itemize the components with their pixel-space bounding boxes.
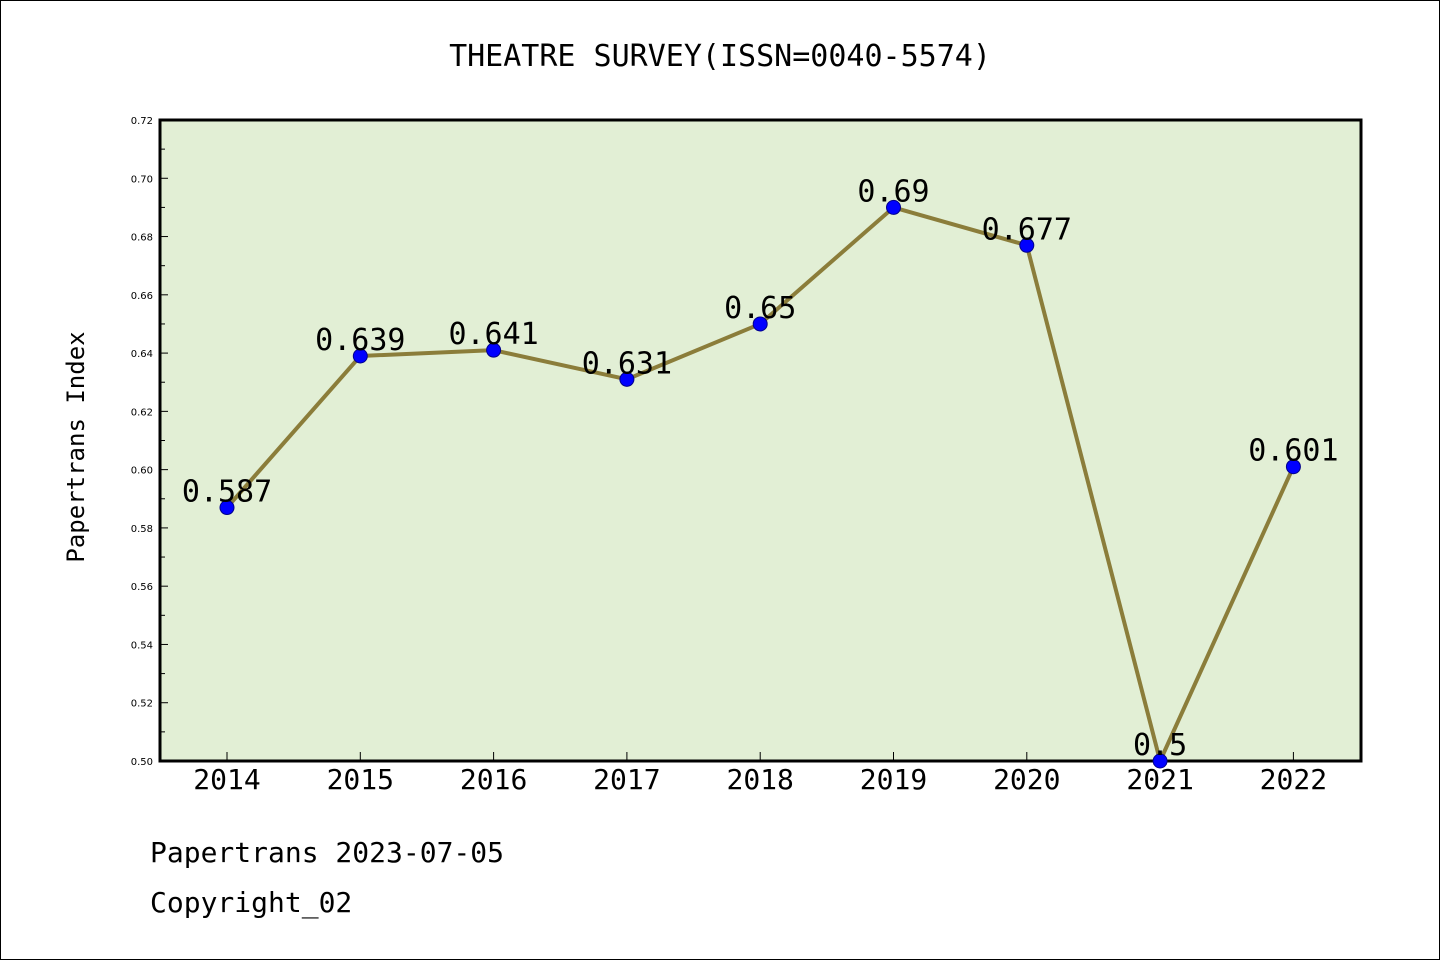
x-tick-label: 2015 [327, 763, 394, 796]
data-point-marker [1019, 237, 1035, 253]
data-label: 0.69 [857, 174, 929, 209]
data-point-marker [352, 348, 368, 364]
x-tick-label: 2020 [993, 763, 1060, 796]
series-line: 0.587 0.639 0.641 0.631 0.65 0.69 0.677 0.5 0.60… [182, 174, 1339, 769]
data-label: 0.677 [982, 212, 1072, 247]
footer-date: Papertrans 2023-07-05 [150, 836, 505, 869]
data-label: 0.5 [1133, 728, 1187, 763]
data-label: 0.641 [448, 317, 538, 352]
x-tick-label: 2016 [460, 763, 527, 796]
x-tick-label: 2018 [726, 763, 793, 796]
footer-copyright: Copyright_02 [150, 886, 353, 919]
y-tick-label: 0.64 [131, 349, 153, 360]
y-tick-label: 0.52 [131, 699, 153, 710]
chart-title: THEATRE SURVEY(ISSN=0040-5574) [449, 39, 991, 74]
data-point-marker [1152, 753, 1168, 769]
y-tick-label: 0.72 [131, 116, 153, 127]
y-tick-label: 0.54 [131, 640, 153, 651]
y-axis-ticks: 0.50 0.52 0.54 0.56 0.58 0.60 0.62 0.64 0.66 0.68… [131, 116, 168, 768]
data-point-marker [752, 316, 768, 332]
data-point-marker [486, 342, 502, 358]
x-tick-label: 2022 [1260, 763, 1327, 796]
y-tick-label: 0.50 [131, 757, 153, 768]
x-tick-label: 2017 [593, 763, 660, 796]
data-label: 0.65 [724, 291, 796, 326]
data-label: 0.631 [582, 346, 672, 381]
data-point-marker [886, 199, 901, 215]
data-point-marker [1285, 459, 1301, 475]
data-label: 0.587 [182, 475, 272, 510]
x-tick-label: 2019 [860, 763, 927, 796]
data-point-marker [219, 500, 235, 516]
x-axis-ticks: 2014 2015 2016 2017 2018 2019 2020 2021 2022 [193, 752, 1327, 796]
x-tick-label: 2014 [193, 763, 260, 796]
y-tick-label: 0.56 [131, 582, 153, 593]
y-tick-label: 0.68 [131, 233, 153, 244]
y-tick-label: 0.58 [131, 524, 153, 535]
y-tick-label: 0.66 [131, 291, 153, 302]
y-tick-label: 0.70 [131, 174, 153, 185]
data-label: 0.601 [1248, 434, 1338, 469]
data-label: 0.639 [315, 323, 405, 358]
y-tick-label: 0.60 [131, 466, 153, 477]
data-point-marker [619, 371, 635, 387]
y-tick-label: 0.62 [131, 407, 153, 418]
plot-area [158, 118, 1363, 763]
y-axis-label: Papertrans Index [62, 331, 90, 562]
